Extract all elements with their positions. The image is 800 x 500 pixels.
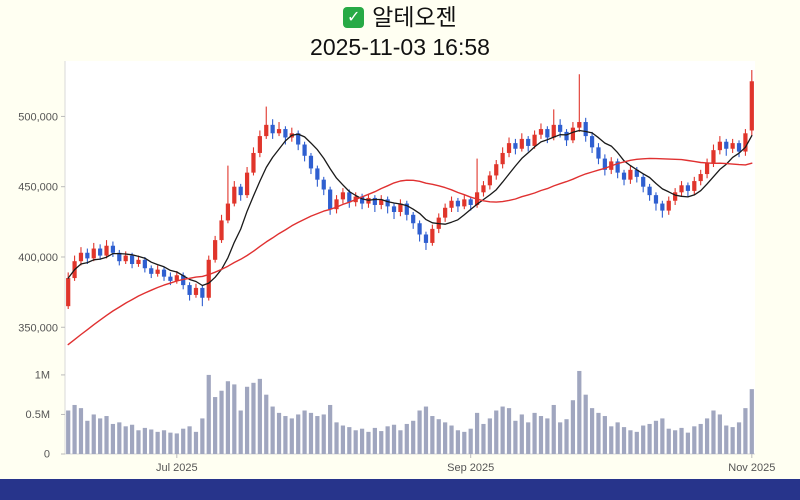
svg-text:0: 0 <box>44 449 50 461</box>
chart-timestamp: 2025-11-03 16:58 <box>310 33 490 60</box>
title-row: ✓ 알테오젠 <box>0 4 800 32</box>
svg-text:1M: 1M <box>35 370 50 382</box>
bottom-bar <box>0 479 800 500</box>
chart-header: ✓ 알테오젠 2025-11-03 16:58 <box>0 0 800 61</box>
svg-text:450,000: 450,000 <box>18 182 58 194</box>
svg-text:Sep 2025: Sep 2025 <box>447 462 494 474</box>
green-check-icon: ✓ <box>343 7 365 29</box>
stock-name: 알테오젠 <box>372 4 457 30</box>
stock-chart: 500,000 450,000 400,000 350,000 1M 0.5M 0 Jul 2… <box>18 61 775 474</box>
svg-text:500,000: 500,000 <box>18 112 58 124</box>
svg-text:400,000: 400,000 <box>18 252 58 264</box>
svg-text:Nov 2025: Nov 2025 <box>728 462 775 474</box>
svg-text:Jul 2025: Jul 2025 <box>156 462 198 474</box>
svg-text:350,000: 350,000 <box>18 322 58 334</box>
svg-text:0.5M: 0.5M <box>26 409 50 421</box>
